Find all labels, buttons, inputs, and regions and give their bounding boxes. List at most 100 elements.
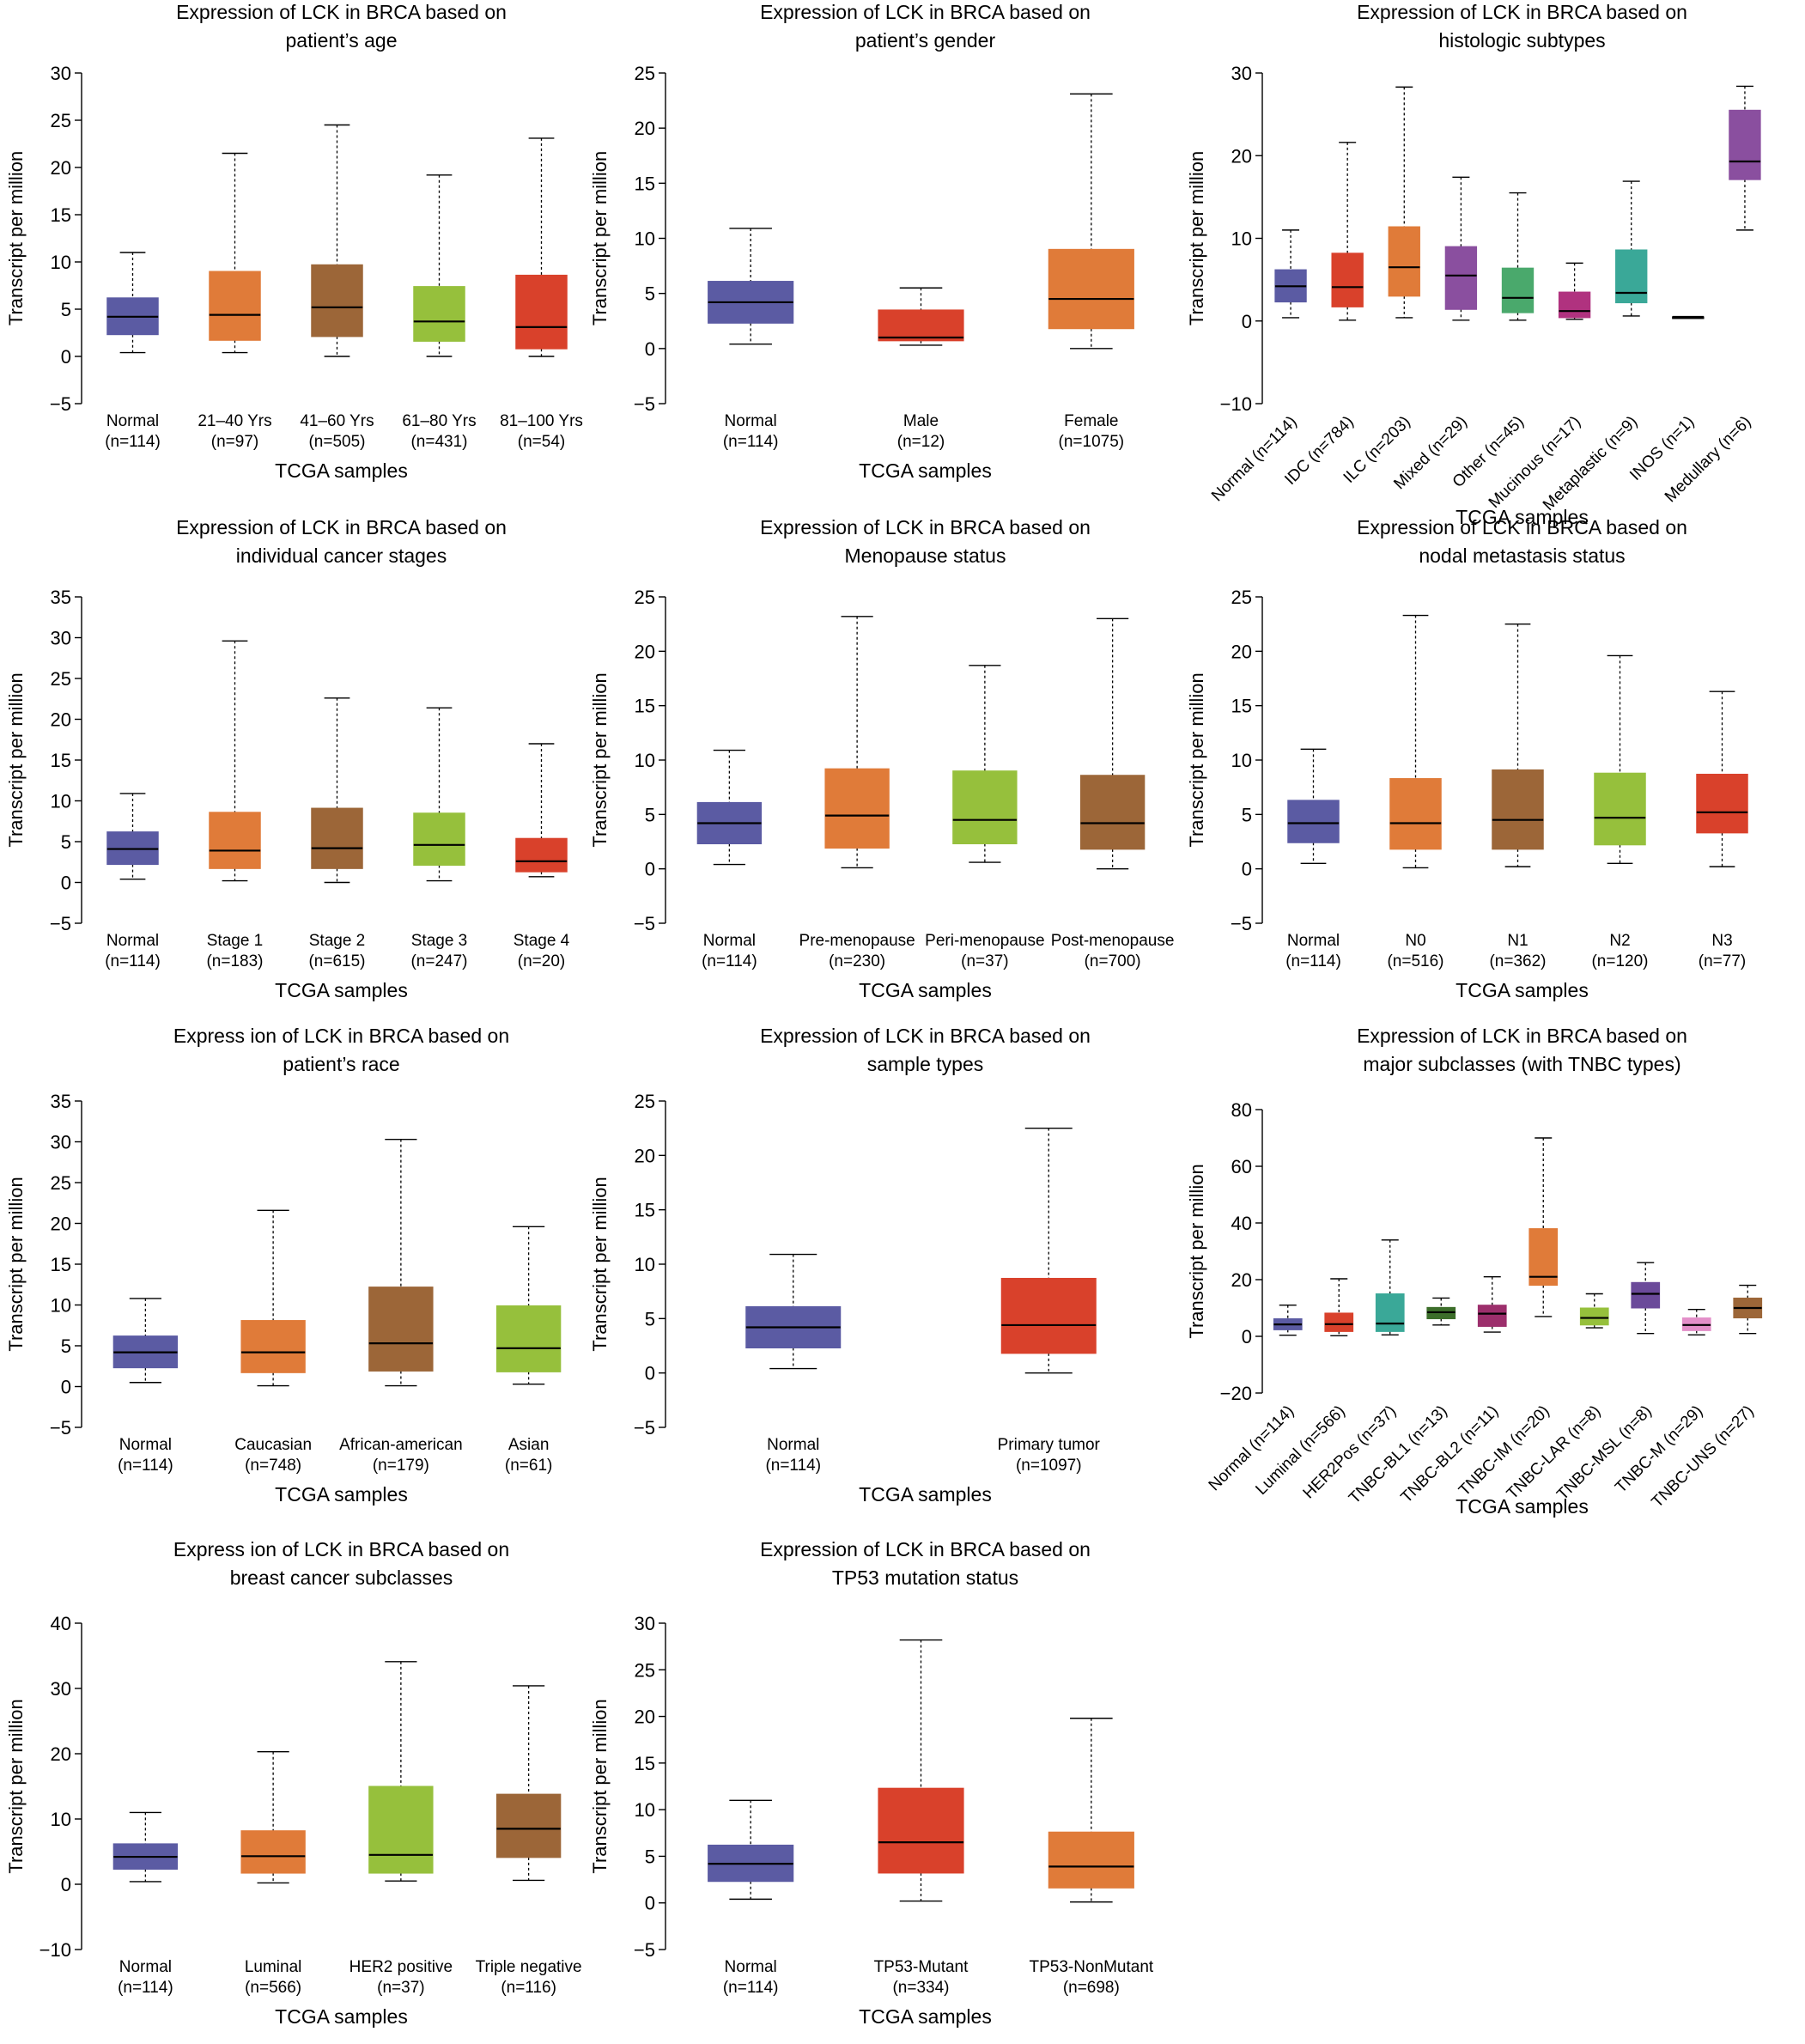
- y-tick-label: 10: [51, 791, 71, 812]
- y-tick-label: 0: [61, 873, 71, 894]
- chart-panel-4: Expression of LCK in BRCA based on indivi…: [5, 516, 570, 1001]
- box-2: Luminal (n=566): [240, 1751, 306, 1997]
- category-count: (n=114): [702, 952, 757, 970]
- chart-panel-1: Expression of LCK in BRCA based on patien…: [5, 1, 583, 482]
- category-count: (n=17): [1535, 413, 1584, 463]
- box-5: Stage 4 (n=20): [514, 743, 570, 970]
- category-label: Normal (n=114): [1208, 413, 1301, 506]
- box-5: N3 (n=77): [1696, 690, 1748, 970]
- box-iqr: [1331, 252, 1364, 307]
- category-count: (n=77): [1699, 952, 1746, 970]
- chart-panel-3: Expression of LCK in BRCA based on histol…: [1186, 1, 1761, 528]
- x-axis-label: TCGA samples: [1456, 979, 1589, 1001]
- category-name: 41–60 Yrs: [300, 412, 374, 430]
- y-tick-label: 10: [635, 1799, 655, 1821]
- box-iqr: [209, 271, 261, 341]
- chart-panel-11: Expression of LCK in BRCA based on TP53 m…: [589, 1538, 1154, 2028]
- box-iqr: [1477, 1305, 1507, 1327]
- chart-title-line-2: sample types: [867, 1053, 984, 1075]
- category-label: TNBC-BL2 (n=11): [1398, 1402, 1503, 1507]
- category-name: Normal: [1287, 932, 1340, 950]
- box-iqr: [311, 807, 363, 869]
- y-tick-label: 60: [1231, 1156, 1252, 1177]
- chart-title-line-2: patient’s gender: [855, 29, 996, 52]
- category-name: N3: [1711, 932, 1732, 950]
- y-axis-label: Transcript per million: [5, 1177, 27, 1351]
- y-tick-label: 10: [51, 1295, 71, 1317]
- category-count: (n=698): [1063, 1979, 1120, 1997]
- chart-title-line-1: Expression of LCK in BRCA based on: [1357, 1025, 1687, 1047]
- category-name: Luminal: [245, 1958, 302, 1976]
- category-name: Stage 1: [207, 932, 264, 950]
- box-1: Normal (n=114): [696, 749, 763, 970]
- y-tick-label: 20: [635, 641, 655, 662]
- y-tick-label: 0: [61, 1377, 71, 1398]
- category-name: Luminal: [1252, 1445, 1305, 1499]
- y-axis-label: Transcript per million: [5, 1699, 27, 1873]
- y-tick-label: 10: [635, 1254, 655, 1275]
- y-tick-label: 15: [635, 173, 655, 194]
- box-iqr: [1501, 267, 1535, 313]
- category-label: Normal (n=114): [1206, 1402, 1298, 1495]
- x-axis-label: TCGA samples: [275, 2005, 408, 2028]
- category-count: (n=37): [377, 1979, 424, 1997]
- y-tick-label: 80: [1231, 1099, 1252, 1121]
- category-count: (n=114): [118, 1457, 173, 1475]
- box-1: Normal (n=114): [1208, 229, 1307, 506]
- category-label: TNBC-UNS (n=27): [1649, 1402, 1758, 1512]
- category-name: Stage 3: [411, 932, 468, 950]
- y-tick-label: 10: [635, 228, 655, 250]
- y-axis-label: Transcript per million: [1186, 1164, 1207, 1338]
- box-iqr: [413, 812, 465, 867]
- box-2: Caucasian (n=748): [234, 1209, 312, 1475]
- y-tick-label: 5: [645, 1308, 655, 1329]
- y-tick-label: 40: [1231, 1213, 1252, 1234]
- y-tick-label: 25: [51, 668, 71, 690]
- category-name: Normal: [703, 932, 756, 950]
- chart-title-line-1: Expression of LCK in BRCA based on: [1357, 516, 1687, 538]
- y-tick-label: 0: [61, 1874, 71, 1895]
- box-iqr: [952, 770, 1018, 845]
- box-5: 81–100 Yrs (n=54): [500, 137, 583, 451]
- category-count: (n=45): [1478, 413, 1528, 463]
- category-count: (n=566): [245, 1979, 301, 1997]
- category-name: TP53-NonMutant: [1029, 1958, 1153, 1976]
- y-tick-label: 20: [51, 157, 71, 179]
- chart-panel-2: Expression of LCK in BRCA based on patien…: [589, 1, 1134, 482]
- category-count: (n=1097): [1016, 1457, 1082, 1475]
- category-name: N0: [1405, 932, 1425, 950]
- y-tick-label: 5: [645, 283, 655, 305]
- chart-title-line-1: Expression of LCK in BRCA based on: [760, 516, 1091, 538]
- chart-title-line-1: Expression of LCK in BRCA based on: [760, 1025, 1091, 1047]
- box-2: Pre-menopause (n=230): [799, 616, 915, 970]
- box-1: Normal (n=114): [708, 1799, 794, 1997]
- category-name: Normal: [725, 1958, 777, 1976]
- chart-title-line-2: patient’s race: [283, 1053, 399, 1075]
- y-tick-label: 15: [51, 204, 71, 226]
- y-axis-label: Transcript per million: [5, 151, 27, 325]
- box-2: N0 (n=516): [1387, 614, 1444, 970]
- y-tick-label: −10: [1220, 393, 1252, 415]
- y-tick-label: 15: [51, 1254, 71, 1275]
- category-name: Stage 4: [514, 932, 570, 950]
- box-4: N2 (n=120): [1591, 654, 1649, 970]
- category-label: Metaplastic (n=9): [1540, 413, 1641, 514]
- x-axis-label: TCGA samples: [859, 2005, 992, 2028]
- y-axis-label: Transcript per million: [1186, 151, 1207, 325]
- box-iqr: [1696, 773, 1748, 834]
- box-iqr: [368, 1785, 434, 1874]
- box-2: Primary tumor (n=1097): [998, 1127, 1101, 1475]
- box-3: Peri-menopause (n=37): [925, 665, 1045, 970]
- y-tick-label: 25: [51, 110, 71, 131]
- box-iqr: [240, 1830, 306, 1874]
- box-3: N1 (n=362): [1489, 623, 1547, 970]
- chart-title-line-2: patient’s age: [285, 29, 397, 52]
- box-iqr: [1388, 226, 1420, 297]
- box-iqr: [878, 309, 964, 342]
- category-count: (n=516): [1387, 952, 1443, 970]
- box-8: INOS (n=1): [1626, 315, 1705, 484]
- chart-title-line-1: Expression of LCK in BRCA based on: [1357, 1, 1687, 23]
- box-1: Normal (n=114): [1285, 748, 1341, 970]
- category-count: (n=700): [1085, 952, 1141, 970]
- category-count: (n=116): [501, 1979, 556, 1997]
